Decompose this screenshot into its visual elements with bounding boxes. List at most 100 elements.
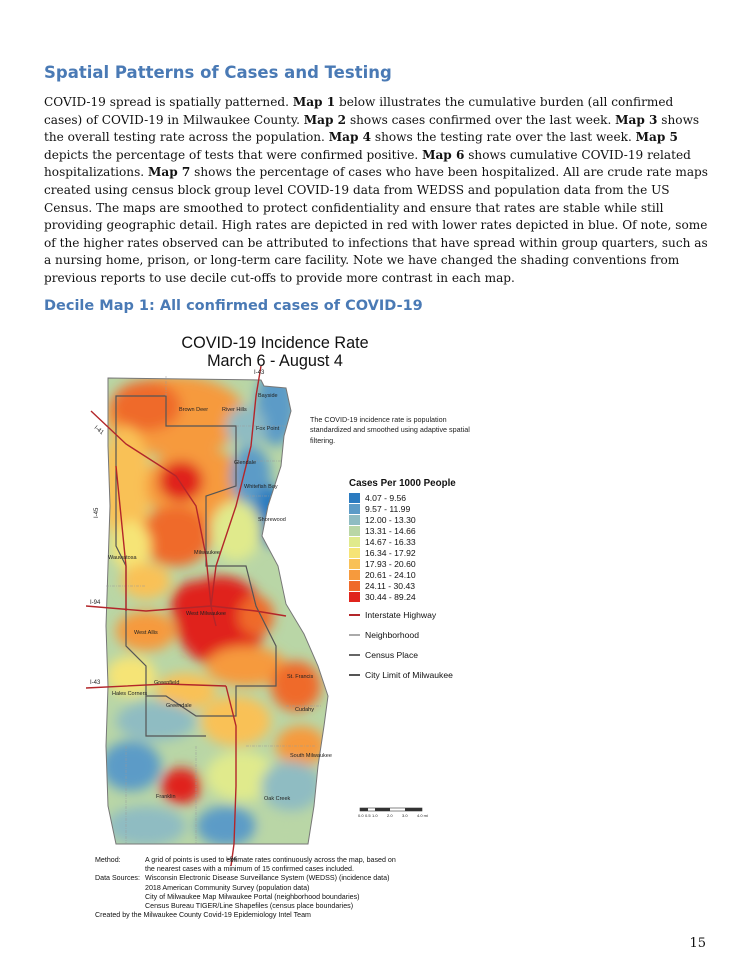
city-limit-lines — [115, 395, 277, 737]
legend-item: 14.67 - 16.33 — [349, 536, 456, 547]
svg-text:Bayside: Bayside — [258, 393, 278, 399]
svg-text:Glendale: Glendale — [234, 460, 256, 466]
svg-text:I-41: I-41 — [93, 425, 105, 437]
legend-item: 20.61 - 24.10 — [349, 569, 456, 580]
legend-swatch — [349, 547, 360, 558]
svg-text:I-43: I-43 — [90, 680, 101, 686]
legend-swatch — [349, 492, 360, 503]
legend-line-label: City Limit of Milwaukee — [365, 670, 453, 680]
scale-tick-label: 0.5 — [365, 813, 371, 818]
legend-item: 30.44 - 89.24 — [349, 591, 456, 602]
legend-line-item: Interstate Highway — [349, 605, 456, 625]
legend-color-items: 4.07 - 9.56 9.57 - 11.99 12.00 - 13.30 13.3… — [349, 492, 456, 602]
map-reference: Map 2 — [303, 112, 347, 127]
page-number: 15 — [689, 936, 706, 951]
svg-text:South Milwaukee: South Milwaukee — [290, 753, 332, 759]
svg-text:Milwaukee: Milwaukee — [194, 550, 220, 556]
legend-swatch — [349, 558, 360, 569]
legend-item: 17.93 - 20.60 — [349, 558, 456, 569]
paragraph-text: shows cumulative COVID-19 related hospit… — [44, 147, 691, 180]
paragraph-text: shows cases confirmed over the last week… — [346, 112, 616, 127]
legend-label: 13.31 - 14.66 — [365, 525, 416, 536]
scale-tick-label: 0.0 — [358, 813, 364, 818]
source-item: City of Milwaukee Map Milwaukee Portal (… — [145, 892, 360, 901]
svg-text:Greendale: Greendale — [166, 703, 192, 709]
svg-text:Whitefish Bay: Whitefish Bay — [244, 484, 278, 490]
section-heading: Spatial Patterns of Cases and Testing — [44, 63, 392, 82]
legend-label: 9.57 - 11.99 — [365, 503, 411, 514]
legend-swatch — [349, 514, 360, 525]
svg-text:I-43: I-43 — [254, 370, 265, 376]
svg-text:Shorewood: Shorewood — [258, 517, 286, 523]
legend-item: 9.57 - 11.99 — [349, 503, 456, 514]
legend-label: 30.44 - 89.24 — [365, 591, 416, 602]
svg-text:West Allis: West Allis — [134, 630, 158, 636]
svg-text:Greenfield: Greenfield — [154, 680, 179, 686]
legend-label: 16.34 - 17.92 — [365, 547, 416, 558]
legend-label: 20.61 - 24.10 — [365, 569, 416, 580]
map-reference: Map 4 — [328, 130, 372, 145]
svg-text:I-45: I-45 — [94, 507, 100, 518]
method-text-2: the nearest cases with a minimum of 15 c… — [145, 865, 354, 874]
svg-text:Oak Creek: Oak Creek — [264, 796, 291, 802]
svg-text:Wauwatosa: Wauwatosa — [108, 555, 137, 561]
paragraph-text: COVID-19 spread is spatially patterned. — [44, 95, 293, 109]
legend-item: 13.31 - 14.66 — [349, 525, 456, 536]
map-reference: Map 3 — [615, 112, 658, 127]
legend-swatch — [349, 591, 360, 602]
legend-line-item: City Limit of Milwaukee — [349, 665, 456, 685]
svg-text:River Hills: River Hills — [222, 407, 247, 413]
method-text-1: A grid of points is used to estimate rat… — [145, 856, 396, 864]
legend-label: 17.93 - 20.60 — [365, 558, 416, 569]
legend-line-sample — [349, 634, 360, 636]
legend-label: 14.67 - 16.33 — [365, 536, 416, 547]
highway-labels: I-43 I-41 I-45 I-94 I-43 I-94 — [90, 370, 265, 863]
county-outline — [105, 377, 329, 845]
map-reference: Map 5 — [635, 130, 678, 145]
source-item: Wisconsin Electronic Disease Surveillanc… — [145, 874, 390, 883]
legend-item: 24.11 - 30.43 — [349, 580, 456, 591]
legend-swatch — [349, 503, 360, 514]
scale-tick-label: 4.0 mi — [417, 813, 428, 818]
scale-tick-label: 1.0 — [372, 813, 378, 818]
place-labels: Bayside Brown Deer River Hills Fox Point… — [108, 393, 332, 802]
legend-line-sample — [349, 654, 360, 656]
sources-label: Data Sources: — [95, 874, 140, 883]
legend-line-sample — [349, 674, 360, 676]
svg-text:Franklin: Franklin — [156, 794, 176, 800]
source-item: 2018 American Community Survey (populati… — [145, 883, 310, 892]
svg-text:Cudahy: Cudahy — [295, 707, 314, 713]
legend-line-label: Interstate Highway — [365, 610, 437, 620]
incidence-map: Bayside Brown Deer River Hills Fox Point… — [86, 366, 332, 866]
scale-tick-label: 2.0 — [387, 813, 393, 818]
legend-label: 4.07 - 9.56 — [365, 492, 407, 503]
legend-line-items: Interstate Highway Neighborhood Census Pla… — [349, 605, 456, 685]
legend-item: 12.00 - 13.30 — [349, 514, 456, 525]
svg-text:I-94: I-94 — [226, 857, 237, 863]
legend-item: 4.07 - 9.56 — [349, 492, 456, 503]
map-reference: Map 7 — [147, 165, 191, 180]
svg-text:Fox Point: Fox Point — [256, 426, 280, 432]
svg-text:West Milwaukee: West Milwaukee — [186, 611, 226, 617]
source-item: Census Bureau TIGER/Line Shapefiles (cen… — [145, 902, 354, 911]
map-subheading: Decile Map 1: All confirmed cases of COV… — [44, 298, 423, 314]
svg-text:St. Francis: St. Francis — [287, 674, 314, 680]
legend-line-label: Census Place — [365, 650, 419, 660]
legend-swatch — [349, 580, 360, 591]
map-date-range: March 6 - August 4 — [207, 352, 343, 370]
map-method-note: The COVID-19 incidence rate is populatio… — [310, 415, 470, 445]
paragraph-text: shows the percentage of cases who have b… — [44, 165, 708, 285]
map-legend: Cases Per 1000 People 4.07 - 9.56 9.57 - … — [349, 478, 456, 685]
legend-item: 16.34 - 17.92 — [349, 547, 456, 558]
paragraph-text: depicts the percentage of tests that wer… — [44, 147, 423, 162]
method-label: Method: — [95, 856, 121, 864]
legend-swatch — [349, 525, 360, 536]
scale-tick-label: 3.0 — [402, 813, 408, 818]
paragraph-text: below illustrates the cumulative burden … — [44, 95, 674, 127]
interstate-highways — [86, 366, 287, 866]
legend-label: 12.00 - 13.30 — [365, 514, 416, 525]
legend-line-item: Neighborhood — [349, 625, 456, 645]
intro-paragraph: COVID-19 spread is spatially patterned. … — [44, 94, 708, 288]
paragraph-text: shows the testing rate over the last wee… — [371, 130, 636, 145]
legend-line-label: Neighborhood — [365, 630, 419, 640]
